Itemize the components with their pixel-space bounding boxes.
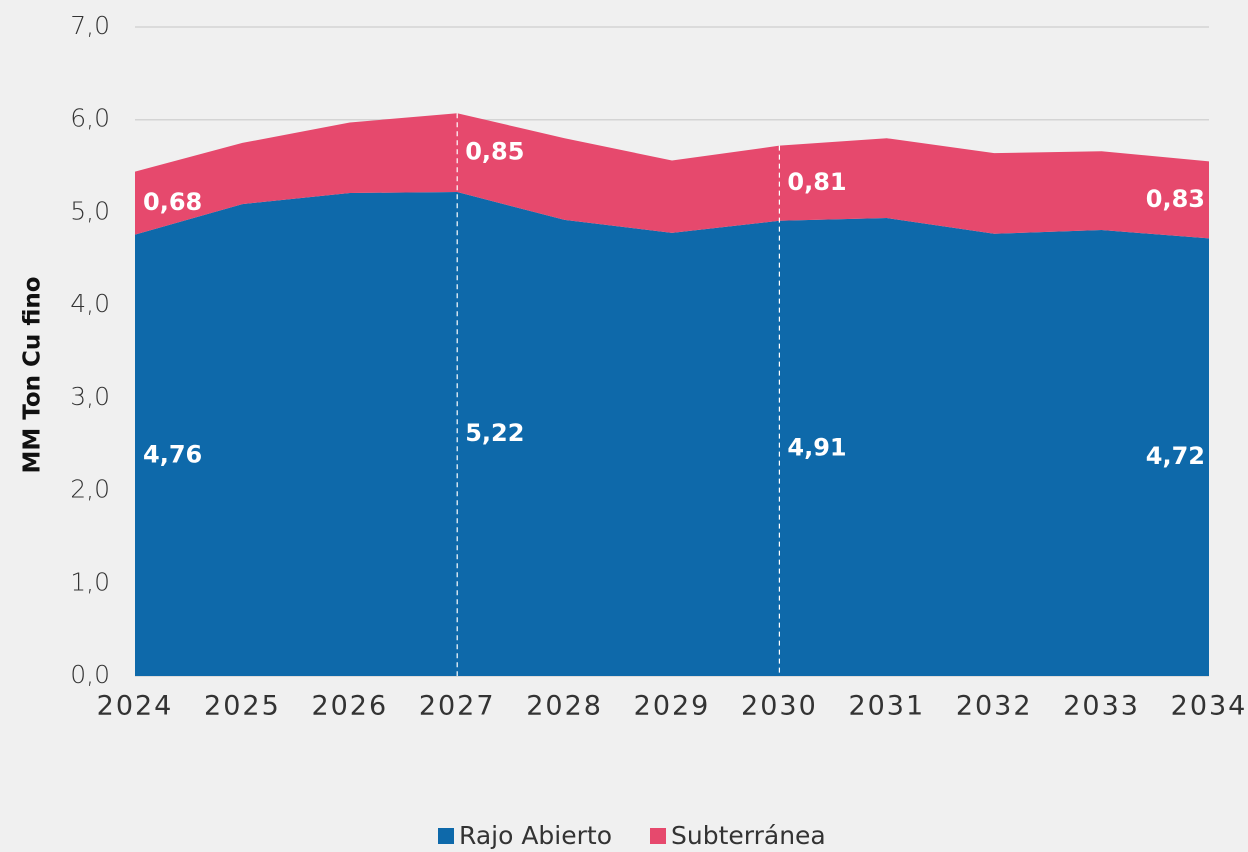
x-tick-label: 2026 [311,691,388,722]
y-axis-label: MM Ton Cu fino [20,276,46,473]
x-tick-label: 2024 [97,691,174,722]
y-tick-label: 7,0 [70,11,110,40]
legend-label: Subterránea [671,821,826,850]
legend-swatch [438,828,454,844]
x-tick-label: 2027 [419,691,496,722]
x-tick-label: 2031 [848,691,925,722]
x-tick-label: 2032 [956,691,1033,722]
x-tick-label: 2034 [1171,691,1248,722]
y-tick-label: 4,0 [70,289,110,318]
y-tick-label: 3,0 [70,382,110,411]
y-tick-label: 5,0 [70,196,110,225]
data-label: 4,91 [787,433,846,461]
y-tick-label: 6,0 [70,104,110,133]
data-label: 0,68 [143,188,202,216]
x-tick-label: 2029 [634,691,711,722]
y-tick-label: 0,0 [70,660,110,689]
x-tick-label: 2025 [204,691,281,722]
data-label: 0,81 [787,168,846,196]
legend-label: Rajo Abierto [459,821,612,850]
x-tick-label: 2028 [526,691,603,722]
data-label: 4,72 [1146,442,1205,470]
legend-swatch [650,828,666,844]
data-label: 5,22 [465,419,524,447]
data-label: 0,83 [1146,185,1205,213]
data-label: 0,85 [465,138,524,166]
x-tick-label: 2033 [1063,691,1140,722]
area [135,113,1209,239]
y-tick-label: 1,0 [70,567,110,596]
x-tick-label: 2030 [741,691,818,722]
y-tick-label: 2,0 [70,475,110,504]
data-label: 4,76 [143,440,202,468]
area [135,192,1209,676]
